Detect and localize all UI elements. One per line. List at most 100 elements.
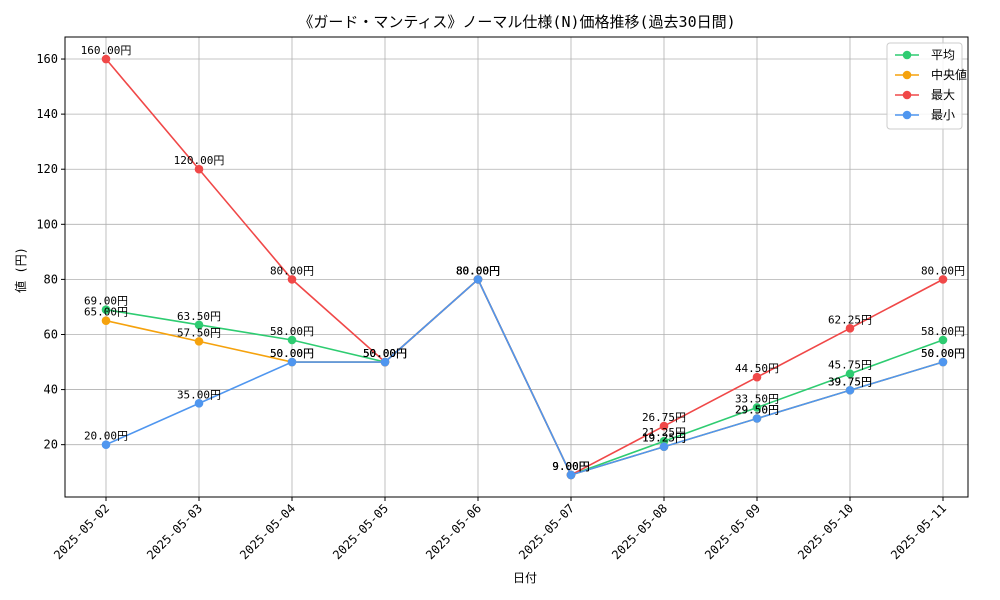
data-point: [287, 275, 297, 284]
data-point: [938, 275, 948, 284]
data-point: [845, 323, 855, 333]
data-label: 29.50円: [735, 403, 779, 416]
data-label: 50.00円: [921, 347, 965, 360]
data-point: [566, 470, 576, 480]
data-label: 39.75円: [828, 375, 872, 388]
data-label: 80.00円: [456, 264, 500, 277]
x-tick-label: 2025-05-04: [237, 501, 298, 562]
data-point: [287, 357, 297, 367]
data-point: [380, 357, 390, 367]
data-labels: 69.00円 63.50円 58.00円 50.00円 80.00円 9.00円 21.25…: [81, 44, 965, 473]
data-point: [101, 54, 111, 64]
y-tick-label: 120: [36, 162, 58, 176]
data-label: 45.75円: [828, 359, 872, 372]
x-axis-title: 日付: [513, 571, 537, 585]
data-label: 58.00円: [921, 325, 965, 338]
data-label: 9.00円: [552, 460, 590, 473]
legend-label: 最大: [931, 88, 955, 102]
x-tick-label: 2025-05-03: [144, 501, 205, 562]
x-tick-label: 2025-05-02: [51, 501, 112, 562]
x-tick-label: 2025-05-11: [888, 501, 949, 562]
legend-swatch-marker: [902, 50, 912, 60]
y-axis-title: 値 (円): [13, 247, 28, 293]
legend-swatch-marker: [902, 90, 912, 100]
data-point: [845, 385, 855, 395]
legend-label: 最小: [931, 108, 955, 122]
data-label: 160.00円: [81, 44, 132, 57]
data-point: [752, 403, 762, 412]
data-label: 21.25円: [642, 426, 686, 439]
data-label: 35.00円: [177, 388, 221, 401]
data-point: [752, 372, 762, 382]
data-point: [101, 440, 111, 449]
data-label: 50.00円: [921, 347, 965, 360]
data-label: 80.00円: [456, 264, 500, 277]
data-label: 19.25円: [642, 432, 686, 445]
y-tick-label: 100: [36, 217, 58, 231]
data-label: 80.00円: [270, 264, 314, 277]
data-point: [938, 335, 948, 345]
data-label: 9.00円: [552, 460, 590, 473]
data-label: 50.00円: [270, 347, 314, 360]
data-label: 80.00円: [921, 264, 965, 277]
data-label: 9.00円: [552, 460, 590, 473]
data-point: [194, 320, 204, 330]
axis-ticks: 2025-05-02 2025-05-03 2025-05-04 2025-05-05…: [36, 52, 949, 562]
series-line: [105, 58, 944, 477]
x-tick-label: 2025-05-07: [516, 501, 577, 562]
legend-swatch-marker: [902, 110, 912, 120]
y-tick-label: 40: [44, 383, 58, 397]
data-label: 50.00円: [363, 347, 407, 360]
x-tick-label: 2025-05-06: [423, 501, 484, 562]
x-tick-label: 2025-05-10: [795, 501, 856, 562]
y-tick-label: 140: [36, 107, 58, 121]
data-label: 50.00円: [363, 347, 407, 360]
legend-box: [886, 42, 963, 130]
data-point: [194, 164, 204, 174]
legend-label: 中央値: [931, 67, 967, 82]
data-point: [659, 442, 669, 452]
data-point: [194, 399, 204, 408]
data-label: 33.50円: [735, 392, 779, 405]
data-point: [101, 305, 111, 314]
x-tick-label: 2025-05-08: [609, 501, 670, 562]
data-label: 65.00円: [84, 306, 128, 319]
plot-frame: [64, 36, 969, 498]
data-label: 57.50円: [177, 326, 221, 339]
data-label: 80.00円: [456, 264, 500, 277]
data-label: 50.00円: [363, 347, 407, 360]
data-label: 58.00円: [270, 325, 314, 338]
x-tick-label: 2025-05-09: [702, 501, 763, 562]
data-point: [473, 275, 483, 284]
data-label: 120.00円: [174, 154, 225, 167]
x-tick-label: 2025-05-05: [330, 501, 391, 562]
data-point: [659, 421, 669, 431]
data-point: [287, 335, 297, 345]
data-label: 62.25円: [828, 313, 872, 326]
y-tick-label: 60: [44, 327, 58, 341]
data-label: 26.75円: [642, 411, 686, 424]
series-line: [105, 278, 944, 476]
data-label: 19.25円: [642, 432, 686, 445]
y-tick-label: 80: [44, 272, 58, 286]
series-layer: [101, 54, 948, 480]
data-label: 69.00円: [84, 295, 128, 308]
data-label: 44.50円: [735, 362, 779, 375]
data-point: [194, 337, 204, 346]
data-label: 80.00円: [456, 264, 500, 277]
chart-title: 《ガード・マンティス》ノーマル仕様(N)価格推移(過去30日間): [298, 13, 735, 31]
data-point: [752, 414, 762, 423]
data-label: 29.50円: [735, 403, 779, 416]
data-label: 50.00円: [363, 347, 407, 360]
data-label: 63.50円: [177, 310, 221, 323]
data-point: [938, 357, 948, 367]
data-label: 9.00円: [552, 460, 590, 473]
data-label: 50.00円: [270, 347, 314, 360]
data-point: [845, 369, 855, 379]
data-point: [101, 316, 111, 326]
y-tick-label: 160: [36, 52, 58, 66]
y-tick-label: 20: [44, 438, 58, 452]
grid-lines: [65, 37, 968, 497]
